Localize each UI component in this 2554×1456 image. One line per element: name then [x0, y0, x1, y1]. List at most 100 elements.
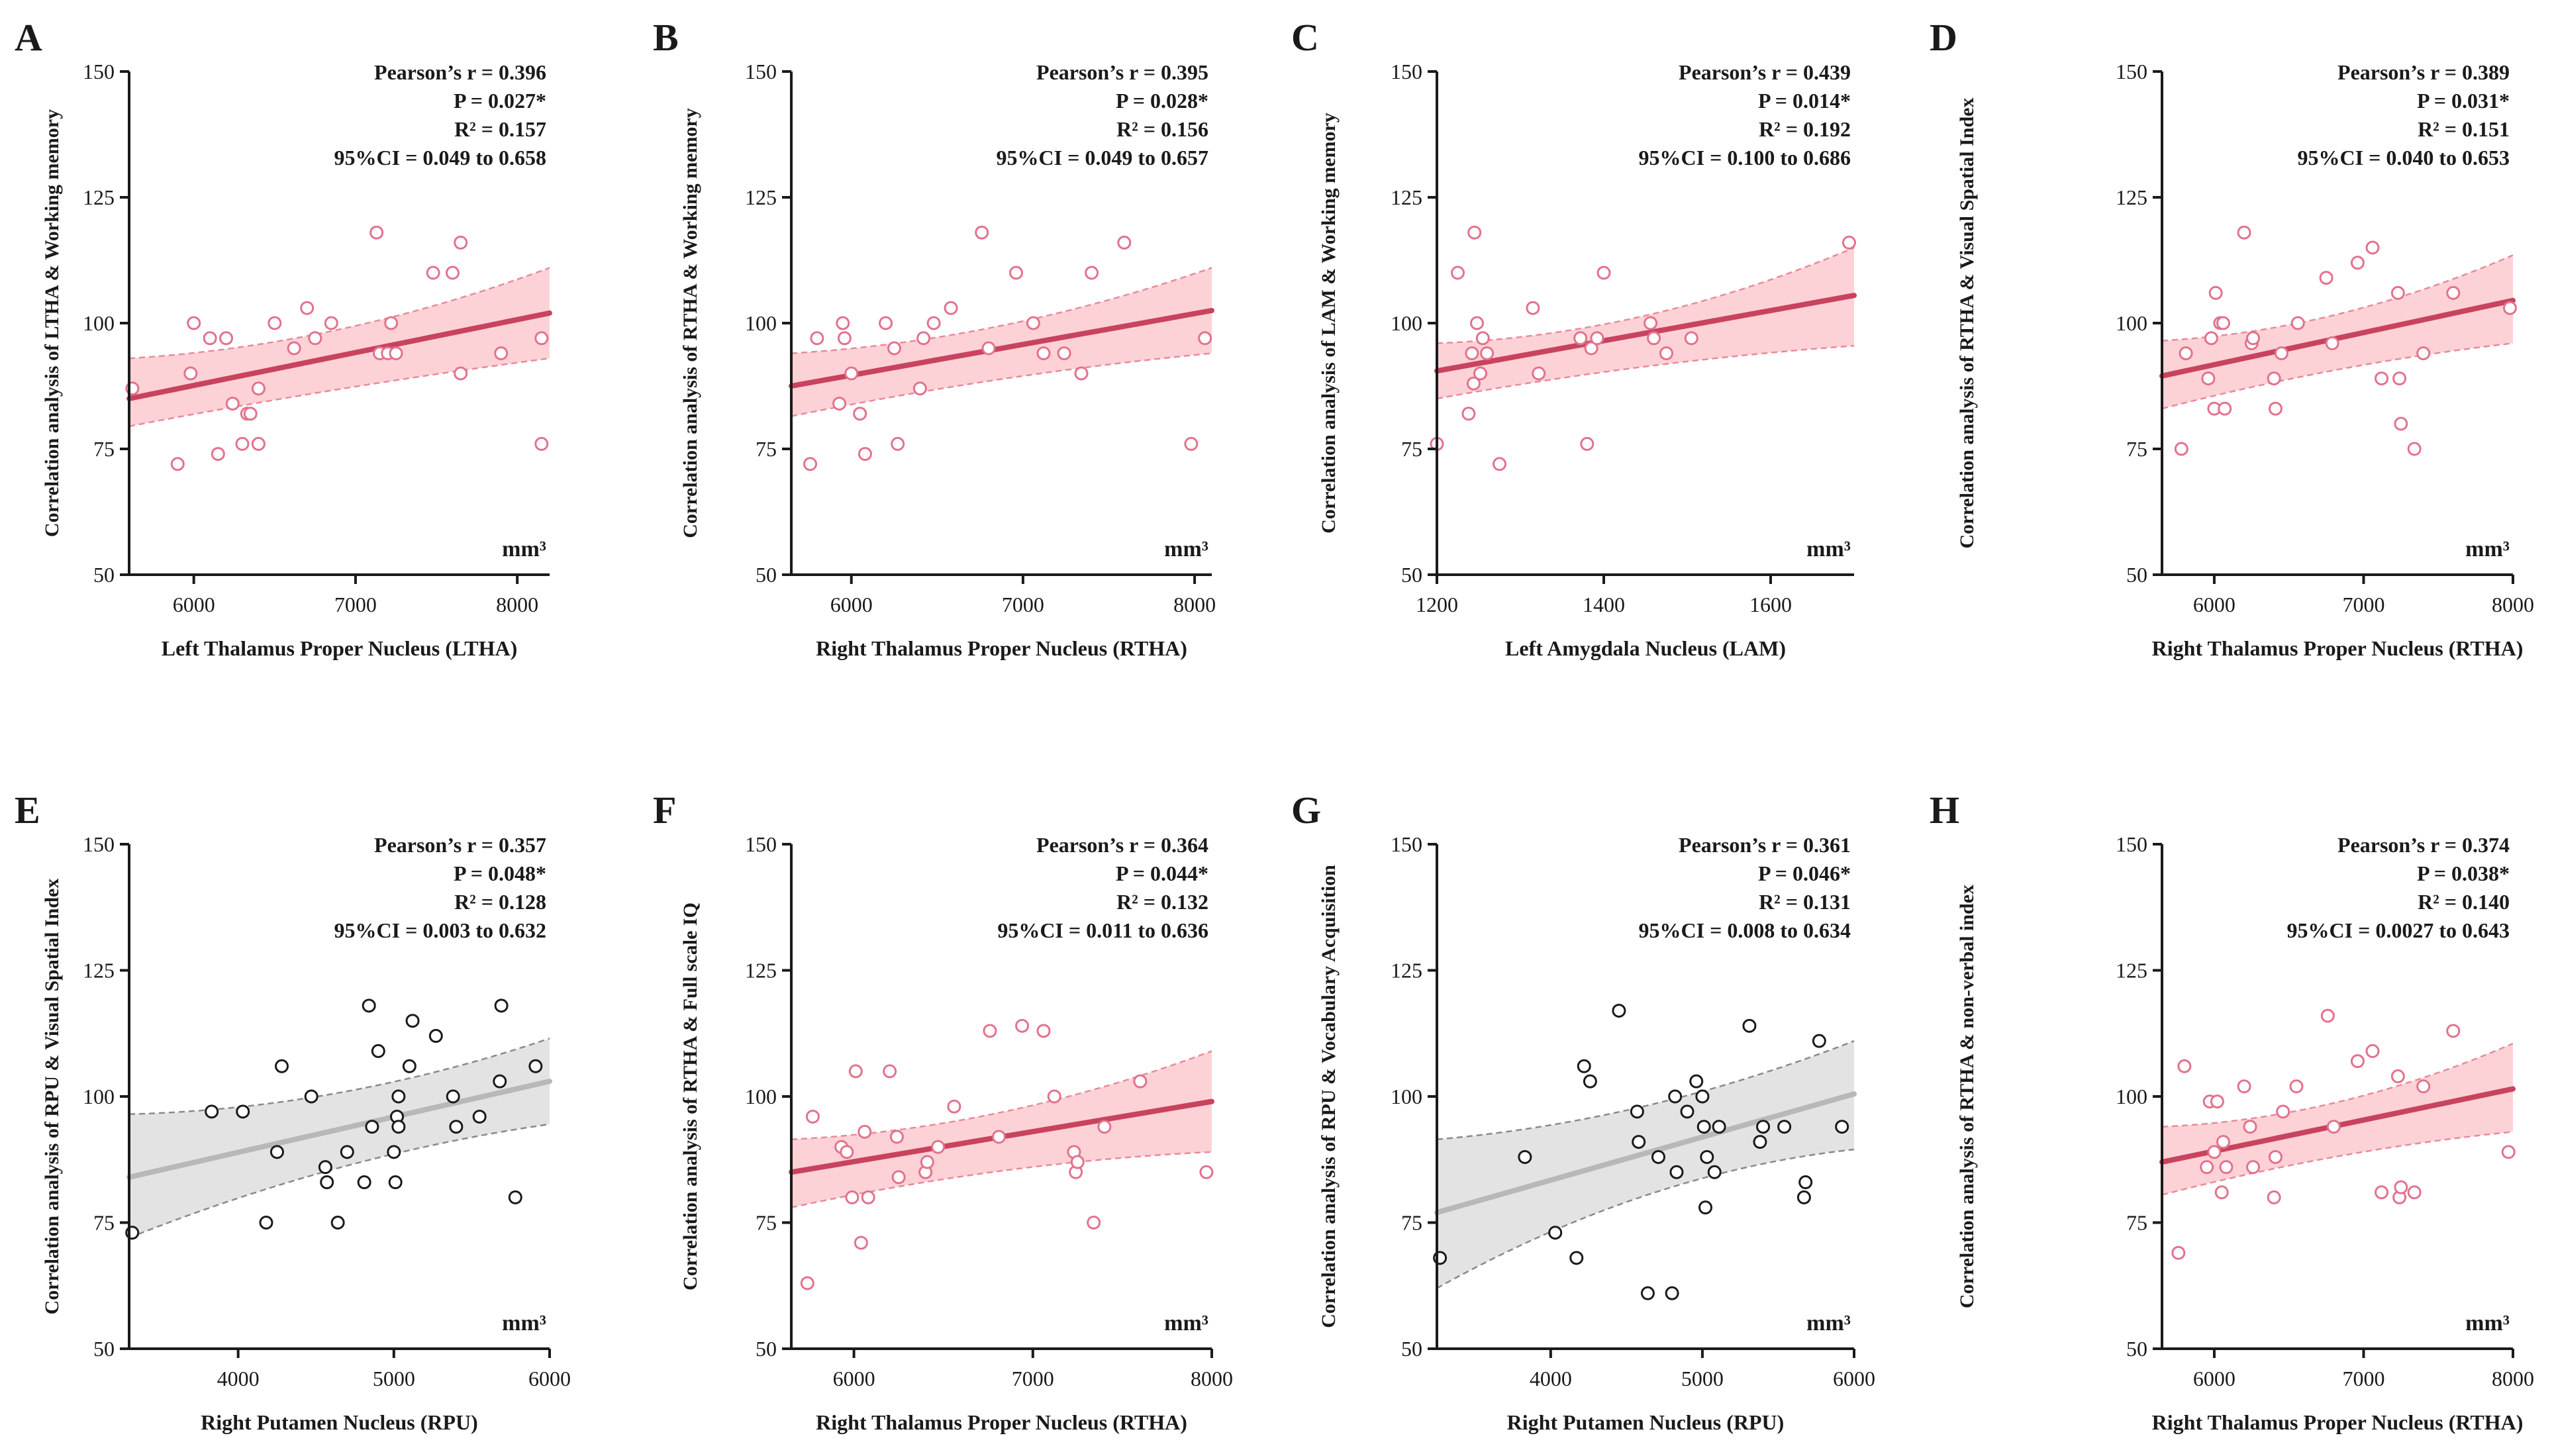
y-tick-label: 150: [2116, 60, 2147, 83]
data-point: [2390, 285, 2405, 300]
y-tick-label: 100: [83, 1085, 115, 1108]
data-point: [2416, 1079, 2431, 1094]
stat-line: P = 0.046*: [1758, 861, 1851, 885]
data-point: [1070, 1155, 1085, 1169]
y-axis-label: Correlation analysis of RTHA & non-verba…: [1956, 885, 1978, 1308]
data-point: [534, 331, 549, 346]
data-point: [405, 1014, 420, 1028]
panel-d: D 50 75 100 125 150 6000 7000 8000 Right Thalamus…: [1930, 16, 2534, 660]
data-point: [810, 331, 824, 346]
data-point: [362, 998, 376, 1013]
x-tick-label: 7000: [1012, 1367, 1054, 1390]
y-tick-label: 100: [745, 1085, 777, 1108]
data-point: [426, 266, 440, 280]
y-tick-label: 75: [2126, 1211, 2147, 1235]
data-point: [369, 225, 384, 240]
x-tick-label: 6000: [2193, 1367, 2235, 1390]
data-point: [449, 1120, 464, 1134]
stat-line: R² = 0.151: [2418, 117, 2510, 141]
regression-line: [1434, 1091, 1857, 1216]
y-tick-label: 150: [745, 60, 777, 83]
data-point: [858, 447, 872, 461]
unit-label: mm³: [1164, 537, 1208, 561]
data-point: [251, 436, 266, 451]
y-tick-label: 150: [2116, 832, 2147, 856]
y-tick-label: 150: [745, 832, 777, 856]
data-point: [1659, 346, 1673, 361]
y-tick-label: 100: [2116, 311, 2147, 335]
data-point: [1612, 1003, 1626, 1018]
data-point: [2407, 442, 2422, 456]
unit-label: mm³: [1806, 537, 1851, 561]
panel-letter: H: [1930, 789, 1959, 832]
data-point: [2237, 1079, 2251, 1094]
ci-lower-line: [2161, 1131, 2514, 1196]
data-point: [2201, 371, 2216, 386]
x-tick-label: 7000: [2342, 1367, 2384, 1390]
data-point: [891, 436, 905, 451]
y-tick-label: 125: [2116, 185, 2147, 209]
ci-band: [129, 267, 550, 426]
data-point: [2218, 401, 2232, 416]
x-axis-label: Right Putamen Nucleus (RPU): [201, 1410, 478, 1434]
panel-e: E 50 75 100 125 150 4000 5000 6000 Right Putamen …: [15, 789, 571, 1434]
x-tick-label: 6000: [528, 1367, 571, 1390]
data-point: [1640, 1286, 1655, 1300]
regression-line: [126, 310, 552, 401]
data-point: [494, 998, 509, 1013]
data-point: [2274, 346, 2288, 361]
data-point: [445, 266, 460, 280]
data-point: [1577, 1059, 1591, 1073]
data-point: [916, 331, 931, 346]
data-point: [2267, 1190, 2281, 1204]
ci-band: [2162, 255, 2513, 409]
stat-line: P = 0.028*: [1116, 89, 1208, 113]
data-point: [365, 1120, 379, 1134]
data-point: [1466, 376, 1481, 391]
y-tick-label: 100: [745, 311, 777, 335]
unit-label: mm³: [2465, 1311, 2510, 1335]
data-point: [1036, 1024, 1051, 1038]
y-tick-label: 75: [2126, 437, 2147, 461]
data-point: [1133, 1074, 1148, 1089]
data-point: [387, 1145, 401, 1159]
x-tick-label: 5000: [1681, 1367, 1724, 1390]
data-point: [454, 366, 468, 381]
data-point: [2204, 331, 2218, 346]
data-point: [848, 1064, 863, 1079]
y-tick-label: 100: [83, 311, 115, 335]
y-tick-label: 75: [93, 437, 115, 461]
stat-line: P = 0.031*: [2417, 89, 2510, 113]
data-point: [861, 1190, 875, 1204]
ci-band: [2162, 1043, 2513, 1195]
data-point: [357, 1175, 371, 1190]
x-tick-label: 8000: [1191, 1367, 1233, 1390]
data-point: [428, 1029, 443, 1043]
stat-line: Pearson’s r = 0.389: [2337, 60, 2510, 84]
data-point: [805, 1109, 820, 1124]
ci-upper-line: [128, 267, 550, 360]
y-axis-label: Correlation analysis of RTHA & Visual Sp…: [1956, 98, 1978, 549]
data-point: [2237, 225, 2251, 240]
data-point: [236, 1104, 250, 1119]
data-point: [1712, 1120, 1726, 1134]
data-point: [320, 1175, 334, 1190]
data-point: [2207, 1145, 2222, 1159]
data-point: [274, 1059, 289, 1073]
data-point: [2246, 1160, 2261, 1175]
data-point: [975, 225, 989, 240]
data-point: [883, 1064, 897, 1079]
y-tick-label: 75: [1401, 437, 1422, 461]
data-point: [268, 316, 282, 330]
data-point: [1698, 1200, 1712, 1215]
data-point: [891, 1170, 906, 1185]
data-point: [2276, 1104, 2290, 1119]
data-point: [1036, 346, 1051, 361]
data-point: [1047, 1089, 1061, 1104]
x-tick-label: 8000: [496, 593, 538, 616]
data-point: [1469, 316, 1484, 330]
ci-upper-line: [1436, 246, 1855, 344]
stat-line: R² = 0.132: [1116, 890, 1208, 914]
panel-h: H 50 75 100 125 150 6000 7000 8000 Right Thalamus…: [1930, 789, 2534, 1434]
